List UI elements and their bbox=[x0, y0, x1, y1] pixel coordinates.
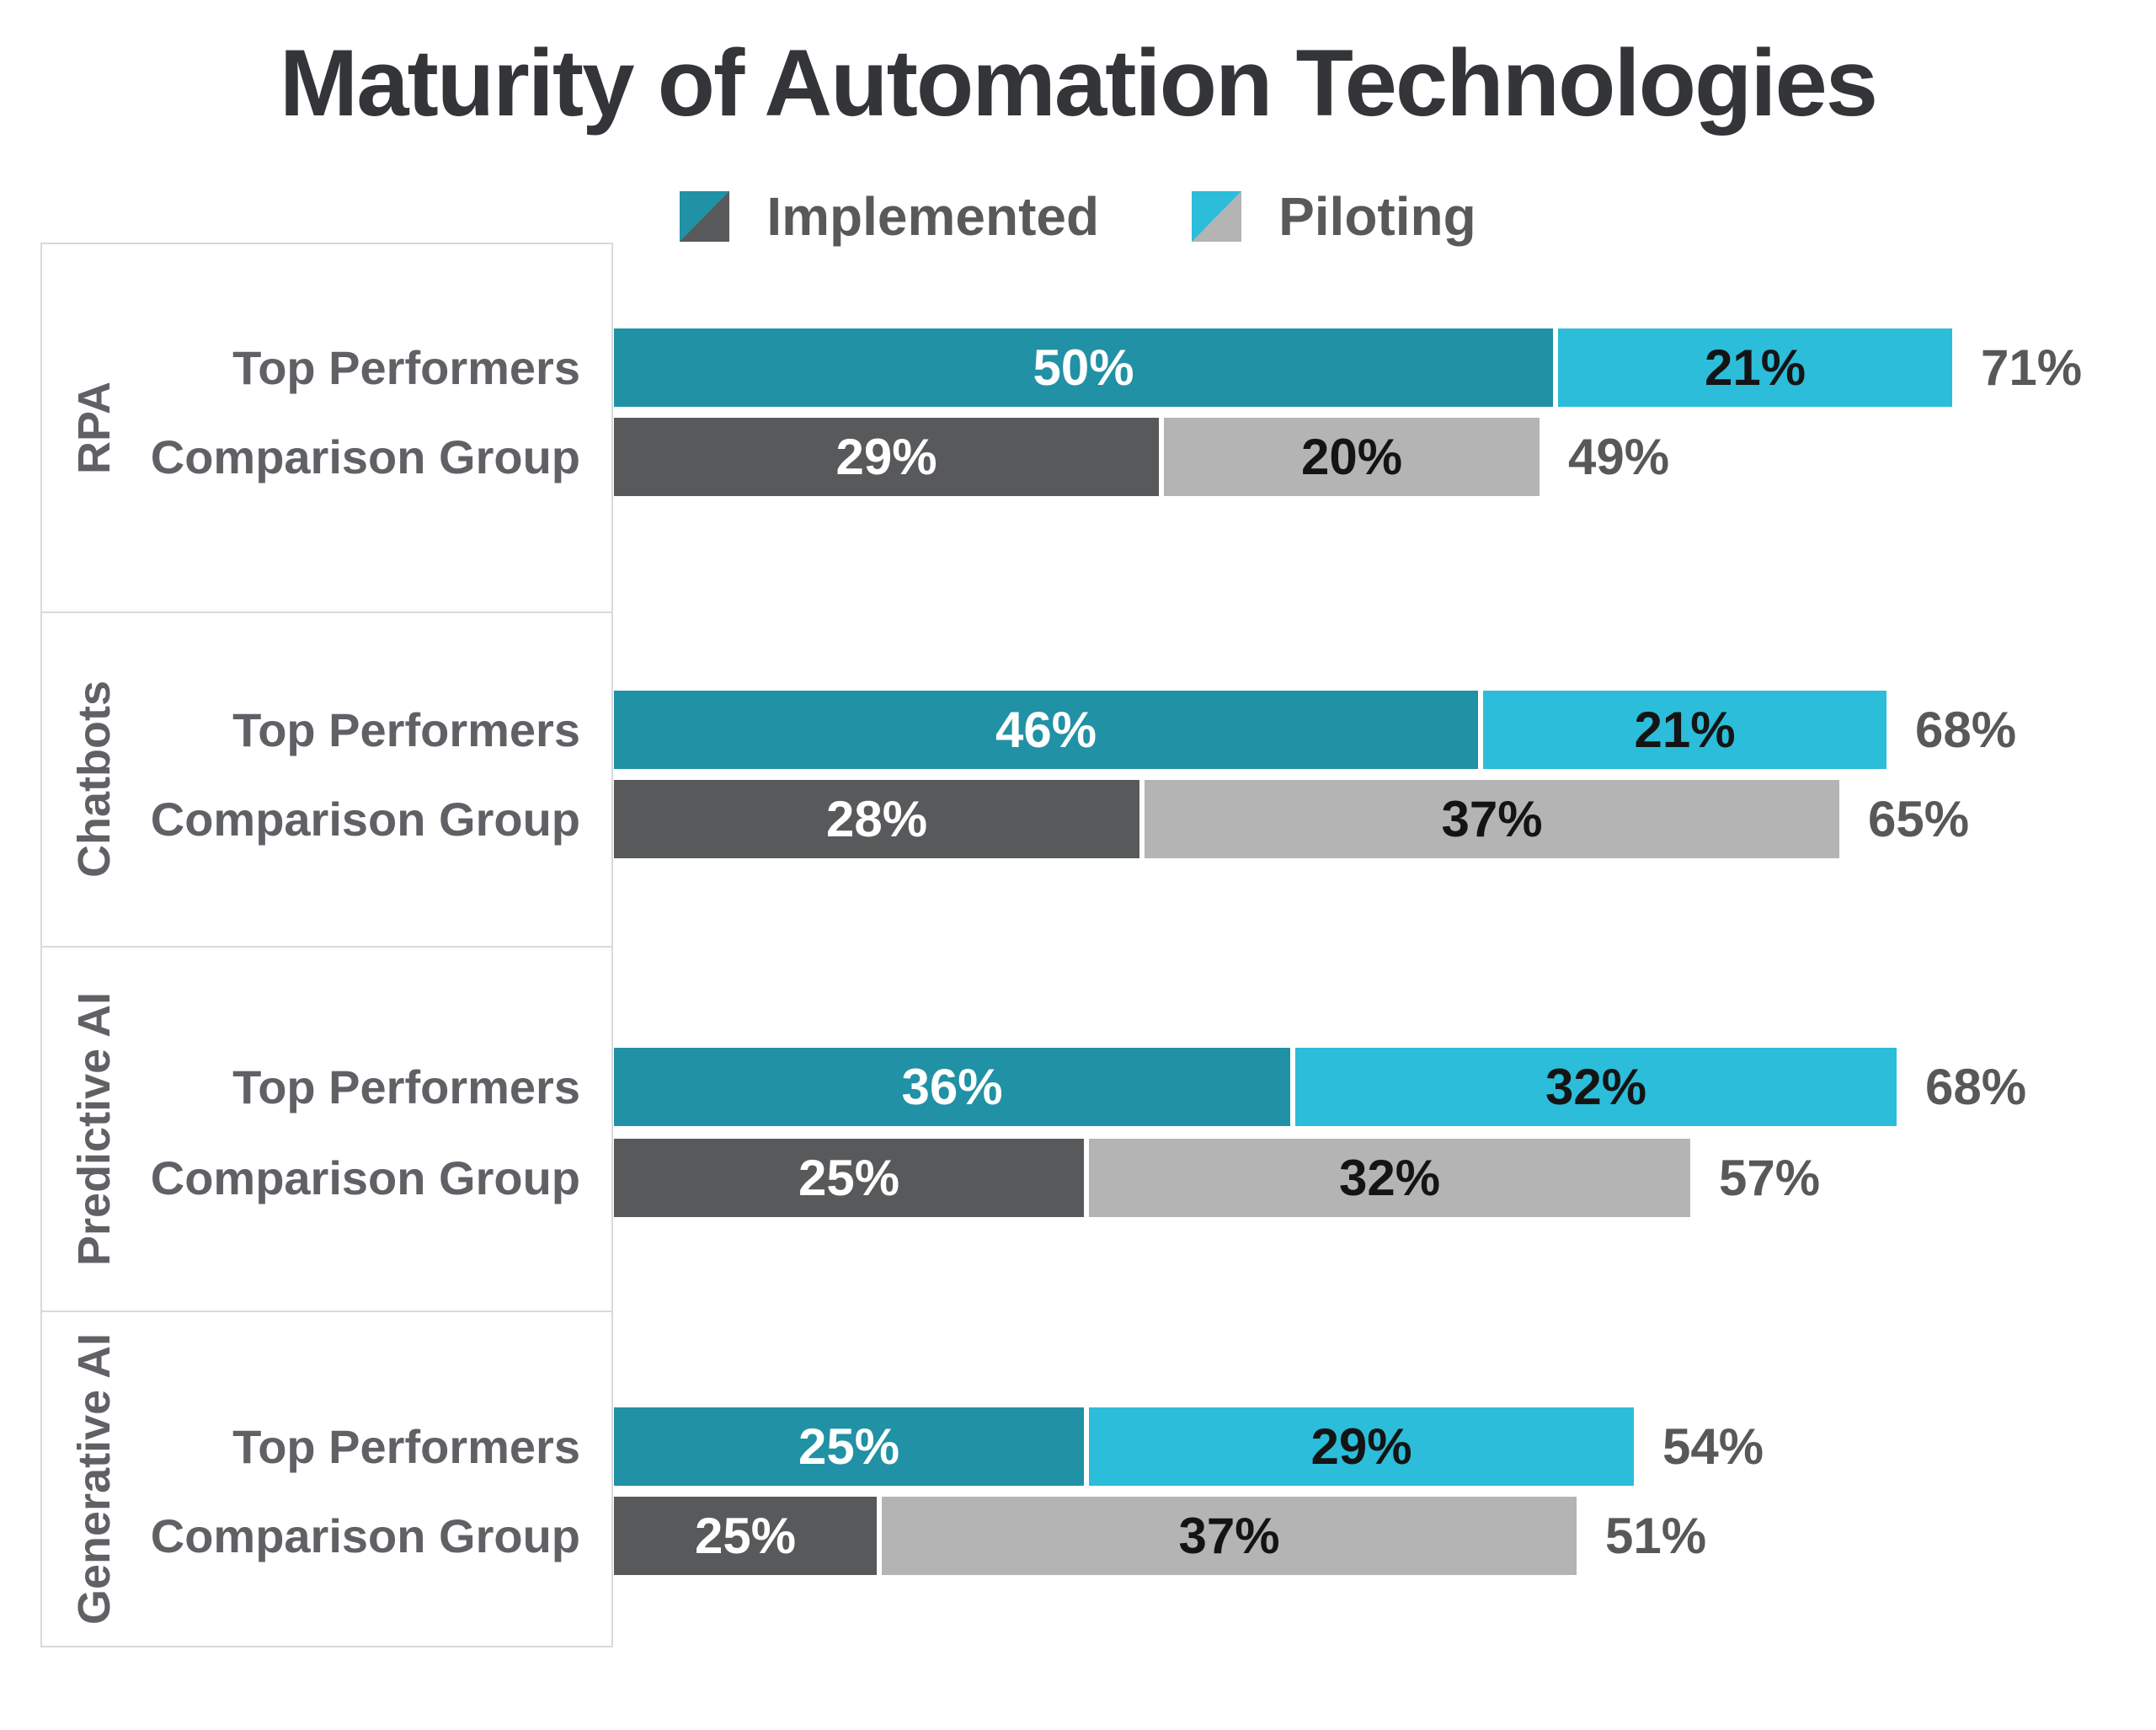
bar-row-rpa-comparison-group: Comparison Group 29% 20% 49% bbox=[40, 418, 1669, 496]
bar-segment-implemented: 28% bbox=[614, 780, 1139, 858]
segment-value: 21% bbox=[1704, 339, 1806, 396]
bar-row-chatbots-comparison-group: Comparison Group 28% 37% 65% bbox=[40, 780, 1969, 858]
legend-item-piloting: Piloting bbox=[1192, 185, 1476, 248]
bar-segment-piloting: 21% bbox=[1483, 691, 1886, 769]
bar-segment-piloting: 21% bbox=[1558, 328, 1952, 407]
row-label: Top Performers bbox=[232, 341, 580, 394]
total-label: 51% bbox=[1605, 1508, 1707, 1564]
total-label: 49% bbox=[1568, 429, 1670, 485]
row-label: Comparison Group bbox=[150, 1509, 580, 1562]
segment-value: 32% bbox=[1545, 1059, 1647, 1115]
legend: Implemented Piloting bbox=[0, 185, 2156, 248]
bar-segment-piloting: 29% bbox=[1089, 1407, 1634, 1486]
row-label: Top Performers bbox=[232, 1060, 580, 1113]
bar-segment-piloting: 37% bbox=[1145, 780, 1839, 858]
bar-segment-piloting: 32% bbox=[1089, 1139, 1690, 1217]
section-box-generative-ai: Generative AI bbox=[40, 1311, 613, 1647]
row-label: Top Performers bbox=[232, 703, 580, 756]
total-label: 68% bbox=[1915, 702, 2017, 758]
bar-segment-piloting: 32% bbox=[1295, 1048, 1897, 1126]
bar-segment-piloting: 37% bbox=[882, 1497, 1577, 1575]
bar-row-generative-ai-comparison-group: Comparison Group 25% 37% 51% bbox=[40, 1497, 1706, 1575]
segment-value: 25% bbox=[694, 1508, 797, 1564]
segment-value: 20% bbox=[1300, 429, 1403, 485]
segment-value: 25% bbox=[798, 1150, 900, 1206]
segment-value: 29% bbox=[1310, 1418, 1412, 1475]
row-label: Comparison Group bbox=[150, 793, 580, 846]
bar-segment-implemented: 36% bbox=[614, 1048, 1290, 1126]
bar-row-rpa-top-performers: Top Performers 50% 21% 71% bbox=[40, 328, 2082, 407]
bar-segment-implemented: 25% bbox=[614, 1139, 1084, 1217]
segment-value: 50% bbox=[1033, 339, 1134, 396]
legend-label-implemented: Implemented bbox=[766, 186, 1100, 247]
segment-value: 21% bbox=[1634, 702, 1736, 758]
bar-segment-implemented: 50% bbox=[614, 328, 1553, 407]
total-label: 54% bbox=[1662, 1418, 1764, 1475]
bar-row-generative-ai-top-performers: Top Performers 25% 29% 54% bbox=[40, 1407, 1764, 1486]
row-label: Comparison Group bbox=[150, 1151, 580, 1204]
bar-segment-piloting: 20% bbox=[1164, 418, 1540, 496]
piloting-swatch-icon bbox=[1192, 191, 1242, 242]
implemented-swatch-icon bbox=[680, 191, 730, 242]
segment-value: 32% bbox=[1338, 1150, 1441, 1206]
chart-title: Maturity of Automation Technologies bbox=[279, 30, 1878, 136]
total-label: 71% bbox=[1981, 339, 2083, 396]
total-label: 68% bbox=[1925, 1059, 2027, 1115]
bar-segment-implemented: 29% bbox=[614, 418, 1159, 496]
segment-value: 25% bbox=[798, 1418, 900, 1475]
section-box-predictive-ai: Predictive AI bbox=[40, 946, 613, 1312]
bar-segment-implemented: 25% bbox=[614, 1497, 877, 1575]
bar-row-predictive-ai-top-performers: Top Performers 36% 32% 68% bbox=[40, 1048, 2026, 1126]
segment-value: 37% bbox=[1178, 1508, 1280, 1564]
bar-row-chatbots-top-performers: Top Performers 46% 21% 68% bbox=[40, 691, 2016, 769]
legend-item-implemented: Implemented bbox=[680, 185, 1099, 248]
total-label: 65% bbox=[1868, 791, 1970, 847]
segment-value: 36% bbox=[901, 1059, 1003, 1115]
segment-value: 46% bbox=[995, 702, 1097, 758]
bar-segment-implemented: 25% bbox=[614, 1407, 1084, 1486]
bar-segment-implemented: 46% bbox=[614, 691, 1478, 769]
segment-value: 28% bbox=[825, 791, 928, 847]
category-label-predictive-ai: Predictive AI bbox=[69, 991, 120, 1267]
bar-row-predictive-ai-comparison-group: Comparison Group 25% 32% 57% bbox=[40, 1139, 1820, 1217]
segment-value: 29% bbox=[835, 429, 937, 485]
total-label: 57% bbox=[1719, 1150, 1821, 1206]
row-label: Top Performers bbox=[232, 1420, 580, 1473]
legend-label-piloting: Piloting bbox=[1278, 186, 1476, 247]
row-label: Comparison Group bbox=[150, 430, 580, 483]
segment-value: 37% bbox=[1441, 791, 1543, 847]
